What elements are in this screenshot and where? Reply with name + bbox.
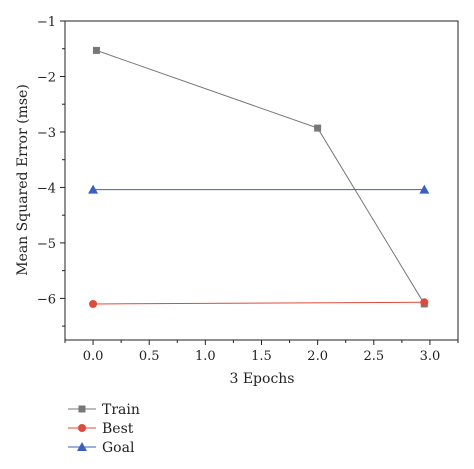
legend-item-train: Train bbox=[68, 402, 140, 418]
x-tick-label: 2.5 bbox=[363, 349, 384, 364]
data-point-train bbox=[92, 46, 100, 54]
x-tick-label: 0.5 bbox=[139, 349, 160, 364]
x-tick-label: 1.0 bbox=[195, 349, 216, 364]
legend-item-goal: Goal bbox=[68, 440, 135, 456]
series-goal bbox=[88, 184, 430, 194]
legend-marker-goal bbox=[77, 442, 87, 451]
axes: 0.0 0.5 1.0 1.5 2.0 2.5 3.0 −1 −2 −3 −4 −5 −6 bbox=[37, 15, 459, 364]
legend-label-goal: Goal bbox=[102, 440, 135, 456]
data-point-best bbox=[89, 299, 98, 308]
data-point-train bbox=[314, 124, 322, 132]
x-tick-label: 0.0 bbox=[83, 349, 104, 364]
x-tick-label: 2.0 bbox=[307, 349, 328, 364]
series-line-best bbox=[93, 301, 425, 305]
y-tick-label: −1 bbox=[37, 15, 56, 30]
x-tick-label: 1.5 bbox=[251, 349, 272, 364]
plot-frame bbox=[64, 20, 459, 341]
plot-area bbox=[88, 46, 430, 308]
data-point-best bbox=[420, 298, 429, 307]
data-point-goal bbox=[419, 184, 430, 194]
y-tick-label: −3 bbox=[37, 126, 56, 141]
y-tick-label: −4 bbox=[37, 181, 56, 196]
series-line-train bbox=[96, 49, 425, 305]
y-tick-label: −2 bbox=[37, 70, 56, 85]
x-axis-title: 3 Epochs bbox=[229, 371, 294, 387]
legend-label-best: Best bbox=[102, 421, 134, 437]
legend-marker-train bbox=[78, 405, 86, 413]
series-train bbox=[92, 46, 428, 308]
series-best bbox=[89, 298, 429, 308]
y-tick-label: −5 bbox=[37, 237, 56, 252]
legend: Train Best Goal bbox=[68, 402, 140, 456]
legend-label-train: Train bbox=[102, 402, 140, 418]
legend-marker-best bbox=[78, 424, 86, 432]
data-point-goal bbox=[88, 184, 99, 194]
y-tick-label: −6 bbox=[37, 292, 56, 307]
x-tick-label: 3.0 bbox=[420, 349, 441, 364]
legend-item-best: Best bbox=[68, 421, 134, 437]
y-axis-title: Mean Squared Error (mse) bbox=[15, 84, 31, 276]
